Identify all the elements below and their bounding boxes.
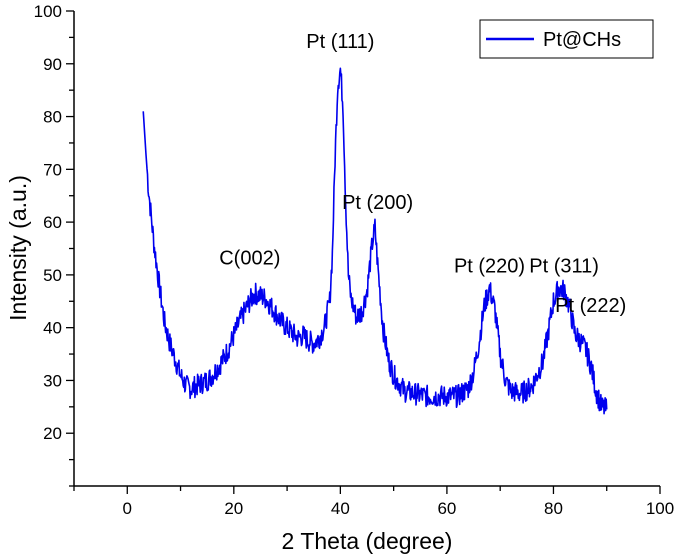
peak-label: Pt (111) (306, 31, 374, 53)
y-tick-label: 20 (43, 424, 62, 443)
y-tick-label: 40 (43, 319, 62, 338)
y-tick-label: 100 (34, 2, 62, 21)
x-tick-label: 20 (224, 499, 243, 518)
annotation-layer: C(002) Pt (111) Pt (200) Pt (220) Pt (311) Pt… (219, 31, 626, 317)
series-line-0 (142, 67, 608, 415)
peak-label: C(002) (219, 247, 280, 269)
y-tick-label: 70 (43, 160, 62, 179)
y-axis: 20 30 40 50 60 70 80 90 100 (34, 2, 75, 487)
y-tick-label: 50 (43, 266, 62, 285)
y-ticks: 20 30 40 50 60 70 80 90 100 (34, 2, 74, 487)
legend: Pt@CHs (479, 19, 654, 59)
x-axis-title: 2 Theta (degree) (282, 528, 453, 554)
x-tick-label: 0 (123, 499, 132, 518)
series-layer (142, 67, 608, 415)
x-tick-label: 60 (437, 499, 456, 518)
legend-label: Pt@CHs (543, 29, 621, 51)
y-tick-label: 60 (43, 213, 62, 232)
y-tick-label: 30 (43, 371, 62, 390)
y-axis-title: Intensity (a.u.) (5, 175, 31, 321)
x-ticks: 0 20 40 60 80 100 (73, 486, 674, 518)
peak-label: Pt (311) (529, 255, 599, 277)
peak-label: Pt (222) (555, 295, 626, 317)
x-tick-label: 100 (646, 499, 674, 518)
x-axis: 0 20 40 60 80 100 (73, 485, 674, 518)
x-tick-label: 40 (331, 499, 350, 518)
peak-label: Pt (220) (454, 255, 525, 277)
y-tick-label: 90 (43, 55, 62, 74)
peak-label: Pt (200) (342, 192, 413, 214)
y-tick-label: 80 (43, 108, 62, 127)
x-tick-label: 80 (544, 499, 563, 518)
